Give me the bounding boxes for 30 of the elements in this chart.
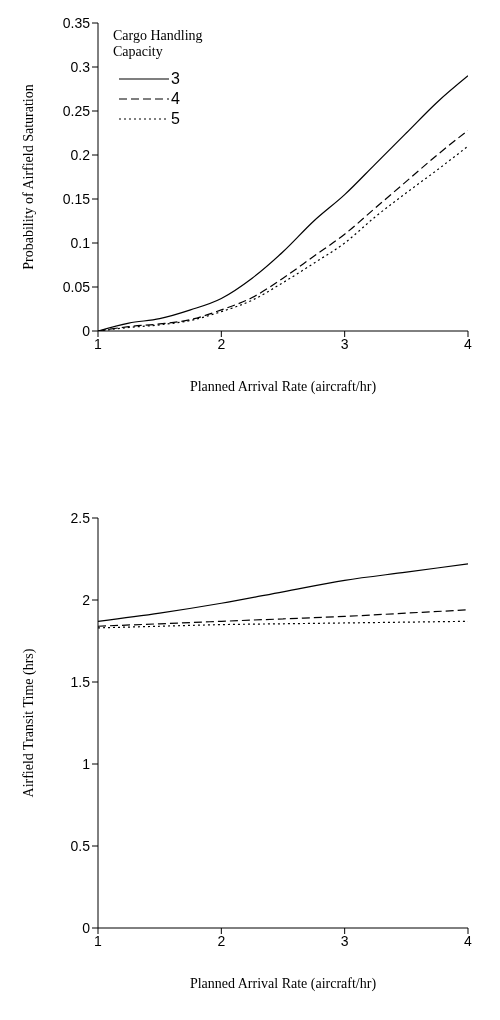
x-tick-label: 4: [464, 932, 473, 949]
y-tick-label: 0.3: [70, 58, 91, 75]
x-axis-title: Planned Arrival Rate (aircraft/hr): [189, 976, 377, 992]
y-tick-label: 0: [82, 919, 91, 936]
y-tick-label: 2: [82, 591, 91, 608]
y-tick-label: 0.35: [62, 14, 91, 31]
y-tick-label: 0.15: [62, 190, 91, 207]
y-tick-label: 2.5: [70, 509, 91, 526]
y-tick-label: 0.1: [70, 234, 91, 251]
x-tick-label: 1: [94, 932, 103, 949]
x-axis-title: Planned Arrival Rate (aircraft/hr): [189, 379, 377, 395]
x-tick-label: 2: [217, 932, 226, 949]
y-tick-label: 1.5: [70, 673, 91, 690]
legend-title: Cargo Handling Capacity: [113, 28, 204, 60]
legend-label: 3: [171, 70, 180, 88]
y-tick-label: 0: [82, 322, 91, 339]
legend-label: 5: [171, 110, 180, 128]
y-tick-label: 1: [82, 755, 91, 772]
x-tick-label: 2: [217, 335, 226, 352]
legend-label: 4: [171, 90, 180, 108]
y-tick-label: 0.25: [62, 102, 91, 119]
y-tick-label: 0.5: [70, 837, 91, 854]
y-axis-title: Probability of Airfield Saturation: [20, 84, 36, 270]
x-tick-label: 3: [340, 932, 349, 949]
x-tick-label: 3: [340, 335, 349, 352]
y-tick-label: 0.2: [70, 146, 91, 163]
y-axis-title: Airfield Transit Time (hrs): [20, 648, 37, 798]
x-tick-label: 4: [464, 335, 473, 352]
x-tick-label: 1: [94, 335, 103, 352]
y-tick-label: 0.05: [62, 278, 91, 295]
